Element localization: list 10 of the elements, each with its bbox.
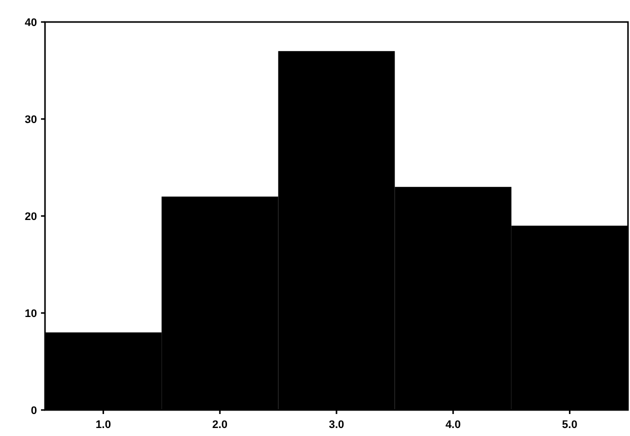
x-tick-label: 2.0 [212,419,228,431]
y-tick-label: 10 [24,308,37,320]
y-tick-label: 0 [30,404,37,417]
x-tick-label: 3.0 [328,419,344,431]
x-tick-label: 4.0 [445,419,461,431]
y-tick-label: 30 [24,114,37,126]
x-tick-label: 1.0 [96,419,111,431]
y-tick-label: 40 [24,16,37,29]
x-tick-label: 5.0 [562,419,578,431]
y-tick-label: 20 [24,210,37,223]
